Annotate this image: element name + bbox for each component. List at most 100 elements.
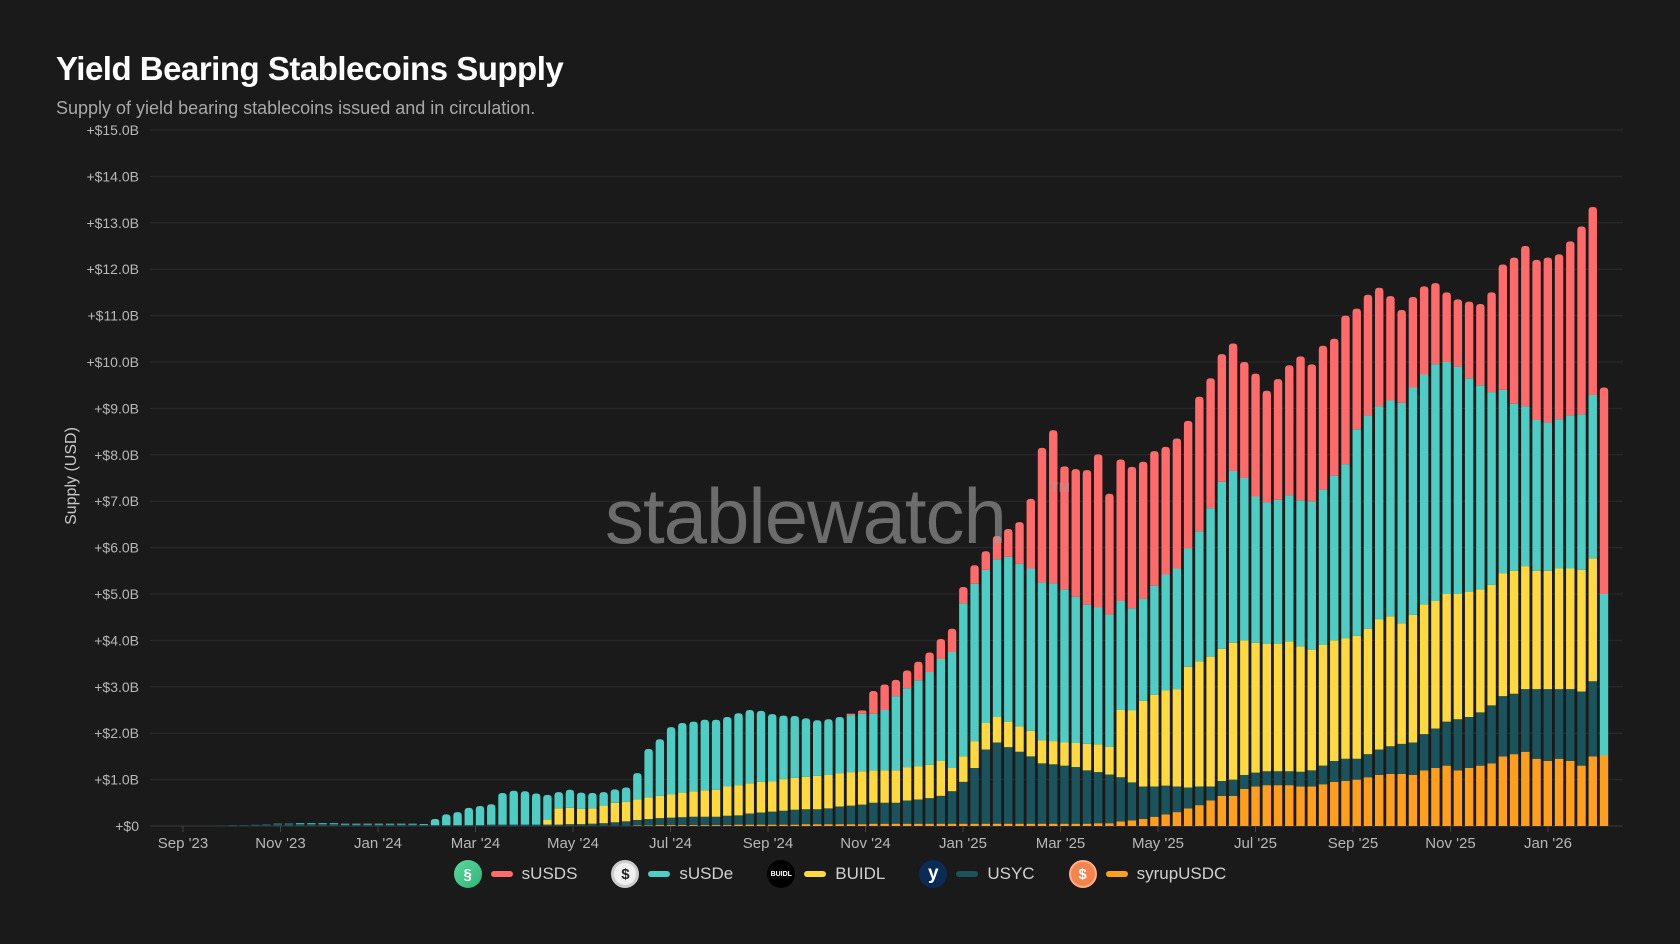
bar-segment-usyc[interactable]: [1251, 772, 1260, 787]
bar-stack[interactable]: [1195, 396, 1204, 826]
bar-segment-usyc[interactable]: [1408, 742, 1418, 775]
bar-segment-susde[interactable]: [475, 806, 485, 826]
bar-segment-susde[interactable]: [1004, 556, 1013, 722]
bar-segment-susde[interactable]: [790, 716, 799, 778]
bar-segment-buidl[interactable]: [970, 741, 979, 768]
bar-segment-usyc[interactable]: [374, 824, 384, 826]
bar-segment-usyc[interactable]: [745, 813, 754, 825]
bar-segment-usyc[interactable]: [509, 824, 518, 826]
bar-stack[interactable]: [430, 819, 440, 826]
bar-segment-susds[interactable]: [959, 587, 968, 604]
bar-segment-susds[interactable]: [1082, 470, 1092, 605]
bar-stack[interactable]: [1386, 296, 1395, 826]
bar-segment-susde[interactable]: [655, 739, 665, 796]
bar-segment-usyc[interactable]: [1150, 786, 1159, 817]
bar-segment-buidl[interactable]: [1431, 600, 1440, 729]
bar-segment-susds[interactable]: [1599, 387, 1609, 594]
bar-segment-susde[interactable]: [633, 773, 642, 800]
bar-stack[interactable]: [1004, 529, 1013, 826]
bar-segment-buidl[interactable]: [1285, 641, 1294, 772]
bar-segment-usyc[interactable]: [419, 825, 428, 826]
bar-segment-susde[interactable]: [1330, 475, 1339, 641]
bar-segment-susde[interactable]: [1532, 420, 1541, 571]
bar-stack[interactable]: [824, 719, 833, 826]
bar-segment-usyc[interactable]: [947, 791, 957, 824]
bar-segment-susds[interactable]: [970, 565, 979, 584]
bar-stack[interactable]: [1116, 459, 1125, 826]
bar-stack[interactable]: [1352, 308, 1361, 826]
bar-segment-buidl[interactable]: [633, 799, 642, 820]
bar-segment-susde[interactable]: [352, 823, 361, 825]
bar-segment-usyc[interactable]: [1015, 751, 1024, 824]
bar-segment-buidl[interactable]: [835, 773, 844, 807]
bar-segment-syrupusdc[interactable]: [1363, 777, 1373, 826]
bar-segment-buidl[interactable]: [1228, 642, 1238, 780]
bar-segment-syrupusdc[interactable]: [1509, 754, 1519, 826]
bar-stack[interactable]: [1060, 466, 1069, 826]
bar-segment-usyc[interactable]: [1419, 734, 1429, 771]
legend-item-usyc[interactable]: y USYC: [919, 860, 1035, 888]
bar-segment-usyc[interactable]: [498, 824, 507, 826]
bar-segment-syrupusdc[interactable]: [1476, 765, 1485, 826]
bar-segment-susde[interactable]: [666, 727, 676, 795]
bar-segment-syrupusdc[interactable]: [1408, 774, 1418, 826]
bar-segment-usyc[interactable]: [1363, 754, 1373, 778]
bar-segment-usyc[interactable]: [1397, 743, 1406, 775]
bar-segment-syrupusdc[interactable]: [1228, 795, 1238, 826]
bar-segment-susds[interactable]: [914, 661, 923, 681]
bar-segment-susde[interactable]: [1161, 574, 1170, 691]
bar-stack[interactable]: [1341, 315, 1350, 826]
bar-segment-susds[interactable]: [1476, 304, 1485, 386]
bar-stack[interactable]: [970, 565, 979, 826]
bar-segment-usyc[interactable]: [1105, 774, 1114, 824]
bar-segment-buidl[interactable]: [1183, 666, 1193, 788]
bar-segment-usyc[interactable]: [992, 742, 1002, 824]
bar-segment-susde[interactable]: [756, 710, 766, 782]
bar-segment-syrupusdc[interactable]: [779, 824, 788, 826]
bar-segment-susde[interactable]: [385, 823, 395, 825]
bar-segment-syrupusdc[interactable]: [1543, 761, 1552, 826]
bar-segment-usyc[interactable]: [1498, 696, 1508, 757]
bar-segment-syrupusdc[interactable]: [756, 824, 766, 826]
bar-segment-susds[interactable]: [1363, 294, 1373, 416]
bar-segment-buidl[interactable]: [1105, 746, 1114, 775]
bar-segment-susde[interactable]: [1352, 429, 1361, 636]
bar-stack[interactable]: [1442, 292, 1451, 826]
bar-segment-usyc[interactable]: [1307, 770, 1316, 787]
bar-segment-buidl[interactable]: [1588, 558, 1597, 682]
bar-segment-susds[interactable]: [1150, 451, 1159, 586]
bar-segment-syrupusdc[interactable]: [655, 825, 665, 826]
bar-segment-syrupusdc[interactable]: [925, 823, 934, 826]
bar-segment-usyc[interactable]: [655, 818, 665, 826]
bar-segment-susde[interactable]: [723, 716, 732, 787]
bar-segment-buidl[interactable]: [1195, 661, 1204, 787]
bar-segment-usyc[interactable]: [1094, 772, 1103, 824]
bar-stack[interactable]: [385, 823, 395, 826]
bar-stack[interactable]: [846, 713, 856, 826]
bar-segment-susde[interactable]: [835, 716, 844, 774]
bar-segment-syrupusdc[interactable]: [914, 823, 923, 826]
bar-segment-susds[interactable]: [1195, 396, 1204, 532]
bar-stack[interactable]: [1251, 373, 1260, 826]
bar-segment-buidl[interactable]: [1386, 616, 1395, 747]
bar-segment-buidl[interactable]: [947, 768, 957, 792]
bar-segment-usyc[interactable]: [1037, 763, 1047, 824]
bar-segment-susds[interactable]: [1172, 438, 1182, 569]
bar-segment-susde[interactable]: [1094, 607, 1103, 745]
bar-segment-buidl[interactable]: [1217, 648, 1227, 781]
bar-segment-usyc[interactable]: [385, 824, 395, 826]
bar-segment-susds[interactable]: [891, 679, 901, 697]
bar-stack[interactable]: [340, 823, 350, 826]
bar-stack[interactable]: [1015, 522, 1024, 826]
bar-segment-susde[interactable]: [1060, 589, 1069, 743]
bar-segment-syrupusdc[interactable]: [1498, 756, 1508, 826]
bar-segment-buidl[interactable]: [666, 794, 676, 818]
bar-segment-susds[interactable]: [1397, 310, 1406, 403]
bar-segment-susde[interactable]: [318, 823, 327, 825]
bar-segment-usyc[interactable]: [1588, 681, 1597, 757]
bar-segment-usyc[interactable]: [1285, 771, 1294, 786]
bar-stack[interactable]: [520, 791, 530, 826]
bar-segment-buidl[interactable]: [1262, 643, 1271, 772]
bar-segment-buidl[interactable]: [1150, 694, 1159, 787]
bar-segment-susde[interactable]: [374, 823, 384, 825]
